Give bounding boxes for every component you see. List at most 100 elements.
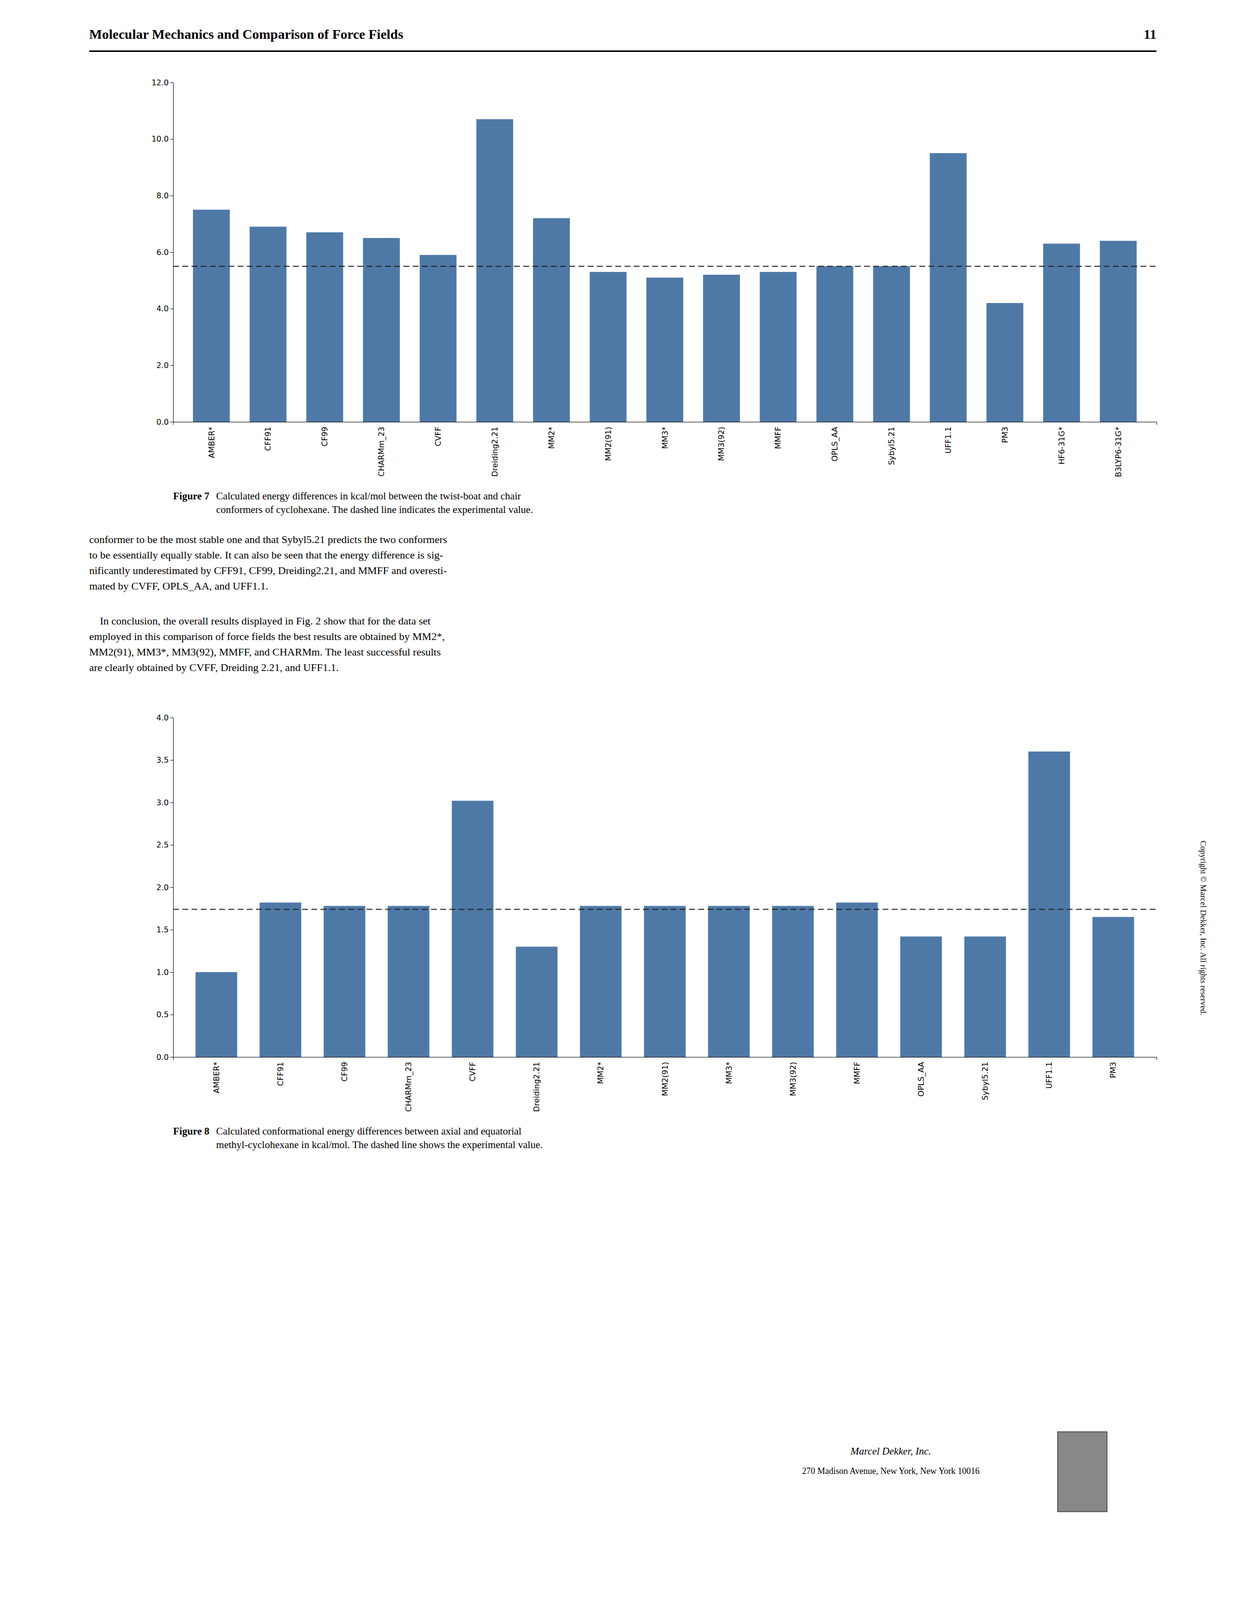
x-tick-label: MM3* [660,426,670,450]
y-tick-mark [170,308,174,310]
figure-title: Figure 8 [173,1125,210,1138]
bar [1092,916,1135,1058]
y-tick-mark [170,717,174,719]
y-tick-label: 1.0 [156,967,169,978]
bar [900,936,943,1058]
y-tick: 8.0 [156,191,174,201]
y-tick: 0.0 [156,417,174,427]
x-tick: AMBER* [206,426,216,459]
x-tick: PM3 [1000,426,1010,444]
x-tick-label: AMBER* [206,426,216,459]
y-tick-mark [170,139,174,140]
x-tick: HF6-31G* [1057,426,1067,465]
x-tick-label: PM3 [1000,426,1010,444]
x-tick-label: CHARMm_23 [376,426,387,477]
y-tick-mark [170,972,174,973]
x-tick-label: CFF91 [263,426,273,451]
y-tick-label: 12.0 [151,78,169,88]
y-tick: 3.0 [156,798,174,808]
bar [1099,240,1137,422]
bar [306,232,344,422]
figure-caption: Calculated energy differences in kcal/mo… [216,490,533,516]
x-tick: MM2* [595,1061,606,1085]
y-tick: 3.5 [156,755,174,765]
x-tick: Dreiding2.21 [490,426,500,477]
x-tick-label: MMFF [852,1061,862,1085]
figure-title: Figure 7 [173,490,210,502]
x-tick-label: OPLS_AA [916,1061,927,1097]
x-tick: CHARMm_23 [403,1061,414,1112]
y-tick-mark [170,802,174,804]
x-tick: B3LYP6-31G* [1113,426,1124,478]
bar [419,255,457,422]
y-tick-mark [170,760,174,761]
x-tick: OPLS_AA [916,1061,927,1097]
y-tick-mark [170,1014,174,1016]
y-tick: 2.0 [156,360,174,370]
x-axis-line [173,1057,1157,1061]
y-tick-mark [170,195,174,196]
y-tick-mark [170,421,174,423]
x-tick: AMBER* [211,1061,222,1094]
x-tick: CFF91 [275,1061,286,1087]
bar [646,277,684,423]
x-tick: MM3(92) [788,1061,798,1097]
plot-area [173,119,1157,422]
y-tick-mark [170,82,174,83]
x-tick-label: MM2(91) [660,1061,670,1097]
bar [323,906,366,1058]
bar [451,801,494,1058]
x-tick: Sybyl5.21 [886,426,897,466]
y-tick-label: 10.0 [151,134,169,144]
x-axis-line [173,422,1157,426]
bar [515,947,558,1058]
x-tick-label: UFF1.1 [943,426,953,454]
y-tick-label: 3.0 [156,798,169,808]
x-tick: Dreiding2.21 [531,1061,542,1112]
y-axis-line [170,718,174,1058]
x-tick: UFF1.1 [1044,1061,1054,1090]
x-tick-label: CHARMm_23 [403,1061,414,1112]
x-tick-label: B3LYP6-31G* [1113,426,1124,478]
y-tick-mark [170,252,174,253]
x-tick: CVFF [467,1061,478,1082]
x-tick: CFF91 [263,426,273,451]
bar [532,218,570,422]
x-tick-label: HF6-31G* [1057,426,1067,465]
bar [579,906,622,1058]
x-tick-label: CVFF [433,426,443,447]
bar [929,153,967,422]
x-tick: MM3* [724,1061,734,1085]
bar [259,902,302,1058]
x-tick-label: Dreiding2.21 [490,426,500,477]
y-tick-mark [170,930,174,931]
x-tick-label: MM2* [546,426,557,450]
x-tick: CF99 [320,426,330,447]
x-tick-label: CVFF [467,1061,478,1082]
x-tick-label: PM3 [1108,1061,1118,1079]
x-tick: MM3* [660,426,670,450]
header-rule [89,50,1157,52]
y-axis: 0.00.51.01.52.02.53.03.54.0 [156,713,174,1062]
bar [195,972,238,1058]
x-tick-label: MM3(92) [788,1061,798,1097]
x-tick: MM2(91) [603,426,613,462]
y-tick: 0.0 [156,1052,174,1062]
publisher-line: Marcel Dekker, Inc. [850,1445,932,1458]
chart: 0.00.51.01.52.02.53.03.54.0AMBER*CFF91CF… [156,713,1157,1151]
bar [703,274,740,422]
page-title: Molecular Mechanics and Comparison of Fo… [89,26,404,42]
x-tick-label: MM2(91) [603,426,613,462]
experimental-line [173,265,1157,267]
y-tick-label: 0.0 [156,1052,169,1062]
x-tick: MMFF [773,426,783,450]
y-tick-label: 4.0 [156,713,169,723]
bar [643,906,686,1058]
y-tick-label: 2.0 [156,360,169,370]
y-tick-label: 3.5 [156,755,169,765]
experimental-line [173,909,1157,911]
chart: 0.02.04.06.08.010.012.0AMBER*CFF91CF99CH… [151,78,1157,516]
page: Molecular Mechanics and Comparison of Fo… [0,0,1237,1600]
bar [387,906,430,1058]
bar [816,266,854,422]
